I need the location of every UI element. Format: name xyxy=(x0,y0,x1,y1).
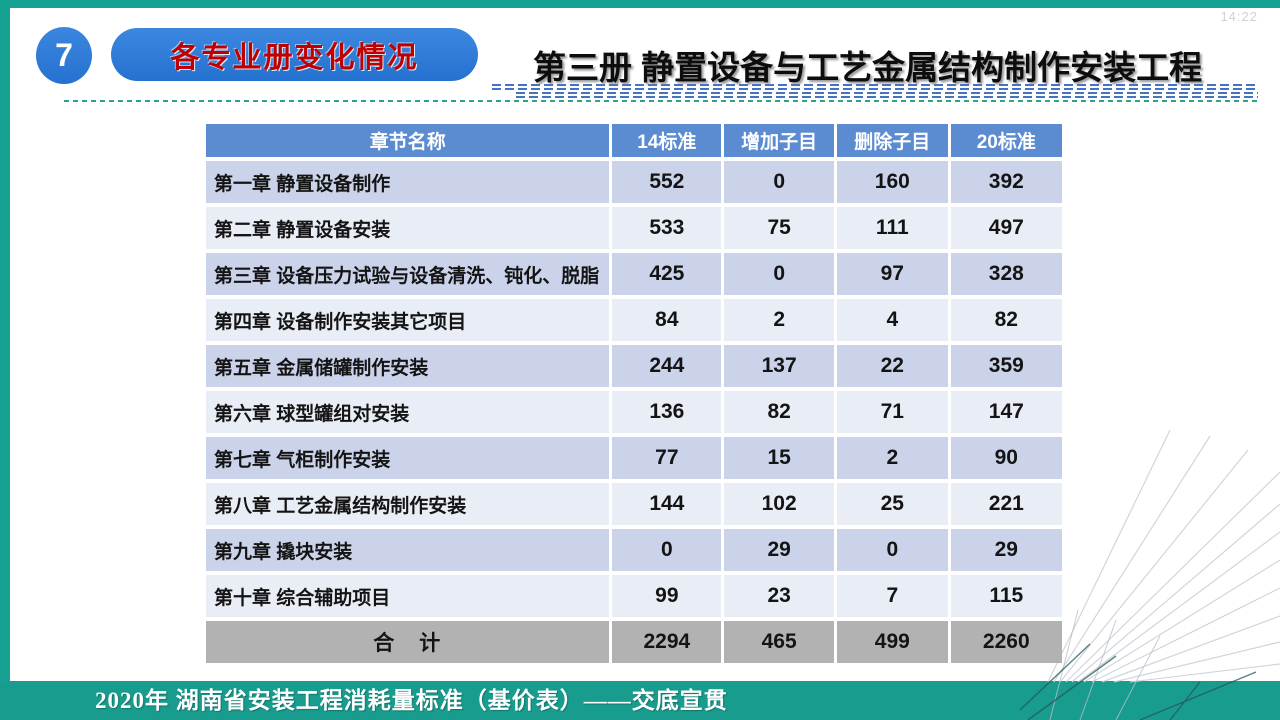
value-cell: 136 xyxy=(612,391,722,433)
table-row: 第五章 金属储罐制作安装 244 137 22 359 xyxy=(206,345,1062,387)
value-cell: 102 xyxy=(724,483,835,525)
value-cell: 29 xyxy=(950,529,1062,571)
divider-dashes-blue-top xyxy=(492,84,1258,92)
value-cell: 99 xyxy=(612,575,722,617)
value-cell: 552 xyxy=(612,161,722,203)
footer-text: 2020年 湖南省安装工程消耗量标准（基价表）——交底宣贯 xyxy=(95,688,728,713)
value-cell: 22 xyxy=(837,345,948,387)
chapter-name-cell: 第二章 静置设备安装 xyxy=(206,207,610,249)
value-cell: 392 xyxy=(950,161,1062,203)
changes-table: 章节名称 14标准 增加子目 删除子目 20标准 第一章 静置设备制作 552 0 1… xyxy=(203,120,1065,667)
value-cell: 75 xyxy=(724,207,835,249)
value-cell: 137 xyxy=(724,345,835,387)
value-cell: 160 xyxy=(837,161,948,203)
value-cell: 144 xyxy=(612,483,722,525)
clock-text: 14:22 xyxy=(1220,9,1258,24)
value-cell: 23 xyxy=(724,575,835,617)
table-row: 第九章 撬块安装 0 29 0 29 xyxy=(206,529,1062,571)
header-cell-14std: 14标准 xyxy=(612,124,722,157)
table-row: 第三章 设备压力试验与设备清洗、钝化、脱脂 425 0 97 328 xyxy=(206,253,1062,295)
total-14std-cell: 2294 xyxy=(612,621,722,663)
value-cell: 359 xyxy=(950,345,1062,387)
chapter-name-cell: 第三章 设备压力试验与设备清洗、钝化、脱脂 xyxy=(206,253,610,295)
chapter-name-cell: 第四章 设备制作安装其它项目 xyxy=(206,299,610,341)
header-cell-20std: 20标准 xyxy=(950,124,1062,157)
value-cell: 15 xyxy=(724,437,835,479)
value-cell: 90 xyxy=(950,437,1062,479)
value-cell: 0 xyxy=(724,161,835,203)
divider-dots-teal xyxy=(64,100,1260,102)
left-accent-bar xyxy=(0,0,10,720)
chapter-name-cell: 第六章 球型罐组对安装 xyxy=(206,391,610,433)
header-cell-removed: 删除子目 xyxy=(837,124,948,157)
value-cell: 497 xyxy=(950,207,1062,249)
value-cell: 2 xyxy=(724,299,835,341)
value-cell: 0 xyxy=(724,253,835,295)
header-cell-chapter: 章节名称 xyxy=(206,124,610,157)
value-cell: 82 xyxy=(724,391,835,433)
slide-number: 7 xyxy=(55,37,73,73)
value-cell: 0 xyxy=(837,529,948,571)
table-row: 第八章 工艺金属结构制作安装 144 102 25 221 xyxy=(206,483,1062,525)
table-row: 第七章 气柜制作安装 77 15 2 90 xyxy=(206,437,1062,479)
total-20std-cell: 2260 xyxy=(950,621,1062,663)
value-cell: 29 xyxy=(724,529,835,571)
value-cell: 2 xyxy=(837,437,948,479)
value-cell: 328 xyxy=(950,253,1062,295)
chapter-name-cell: 第十章 综合辅助项目 xyxy=(206,575,610,617)
total-added-cell: 465 xyxy=(724,621,835,663)
header-cell-added: 增加子目 xyxy=(724,124,835,157)
top-accent-bar xyxy=(0,0,1280,8)
value-cell: 147 xyxy=(950,391,1062,433)
value-cell: 82 xyxy=(950,299,1062,341)
chapter-name-cell: 第八章 工艺金属结构制作安装 xyxy=(206,483,610,525)
value-cell: 25 xyxy=(837,483,948,525)
value-cell: 77 xyxy=(612,437,722,479)
chapter-name-cell: 第五章 金属储罐制作安装 xyxy=(206,345,610,387)
value-cell: 115 xyxy=(950,575,1062,617)
chapter-name-cell: 第九章 撬块安装 xyxy=(206,529,610,571)
changes-table-container: 章节名称 14标准 增加子目 删除子目 20标准 第一章 静置设备制作 552 0 1… xyxy=(203,120,1065,667)
table-row: 第二章 静置设备安装 533 75 111 497 xyxy=(206,207,1062,249)
total-label-cell: 合 计 xyxy=(206,621,610,663)
value-cell: 71 xyxy=(837,391,948,433)
total-removed-cell: 499 xyxy=(837,621,948,663)
total-row: 合 计 2294 465 499 2260 xyxy=(206,621,1062,663)
value-cell: 425 xyxy=(612,253,722,295)
value-cell: 7 xyxy=(837,575,948,617)
table-row: 第四章 设备制作安装其它项目 84 2 4 82 xyxy=(206,299,1062,341)
value-cell: 533 xyxy=(612,207,722,249)
footer-bar: 2020年 湖南省安装工程消耗量标准（基价表）——交底宣贯 xyxy=(0,681,1280,720)
section-pill-label: 各专业册变化情况 xyxy=(170,41,419,74)
value-cell: 4 xyxy=(837,299,948,341)
value-cell: 244 xyxy=(612,345,722,387)
table-header-row: 章节名称 14标准 增加子目 删除子目 20标准 xyxy=(206,124,1062,157)
value-cell: 0 xyxy=(612,529,722,571)
section-pill: 各专业册变化情况 xyxy=(111,28,478,81)
value-cell: 111 xyxy=(837,207,948,249)
chapter-name-cell: 第七章 气柜制作安装 xyxy=(206,437,610,479)
value-cell: 221 xyxy=(950,483,1062,525)
table-row: 第六章 球型罐组对安装 136 82 71 147 xyxy=(206,391,1062,433)
table-row: 第一章 静置设备制作 552 0 160 392 xyxy=(206,161,1062,203)
slide-title: 第三册 静置设备与工艺金属结构制作安装工程 xyxy=(533,49,1203,86)
value-cell: 84 xyxy=(612,299,722,341)
slide-number-badge: 7 xyxy=(36,27,92,84)
divider-dashes-blue-bottom xyxy=(516,92,1258,100)
table-row: 第十章 综合辅助项目 99 23 7 115 xyxy=(206,575,1062,617)
chapter-name-cell: 第一章 静置设备制作 xyxy=(206,161,610,203)
value-cell: 97 xyxy=(837,253,948,295)
